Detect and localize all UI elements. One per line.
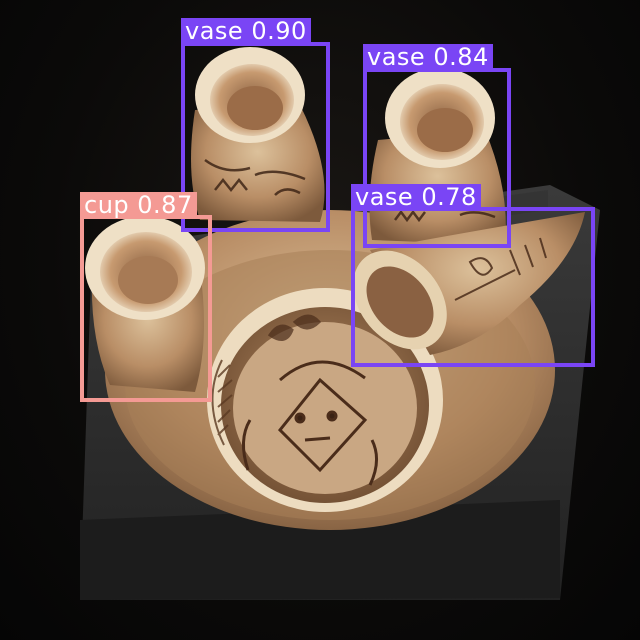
cup-detection-label: cup 0.87 (80, 192, 197, 218)
class-name: vase (185, 17, 244, 45)
cup-detection-box (80, 215, 212, 402)
vase-detection-label: vase 0.84 (363, 44, 493, 70)
confidence-score: 0.90 (251, 17, 307, 45)
painted-face-motif (242, 314, 378, 486)
vase-detection-box (181, 42, 330, 232)
class-name: vase (367, 43, 426, 71)
vase-detection-box (351, 207, 595, 367)
cup-vessel (85, 216, 205, 392)
vase-right (369, 68, 506, 245)
vase-detection-label: vase 0.90 (181, 18, 311, 44)
confidence-score: 0.78 (421, 183, 477, 211)
confidence-score: 0.87 (137, 191, 193, 219)
class-name: vase (355, 183, 414, 211)
vase-detection-box (363, 68, 511, 248)
vase-detection-label: vase 0.78 (351, 184, 481, 210)
class-name: cup (84, 191, 130, 219)
confidence-score: 0.84 (433, 43, 489, 71)
vase-left (191, 47, 325, 222)
